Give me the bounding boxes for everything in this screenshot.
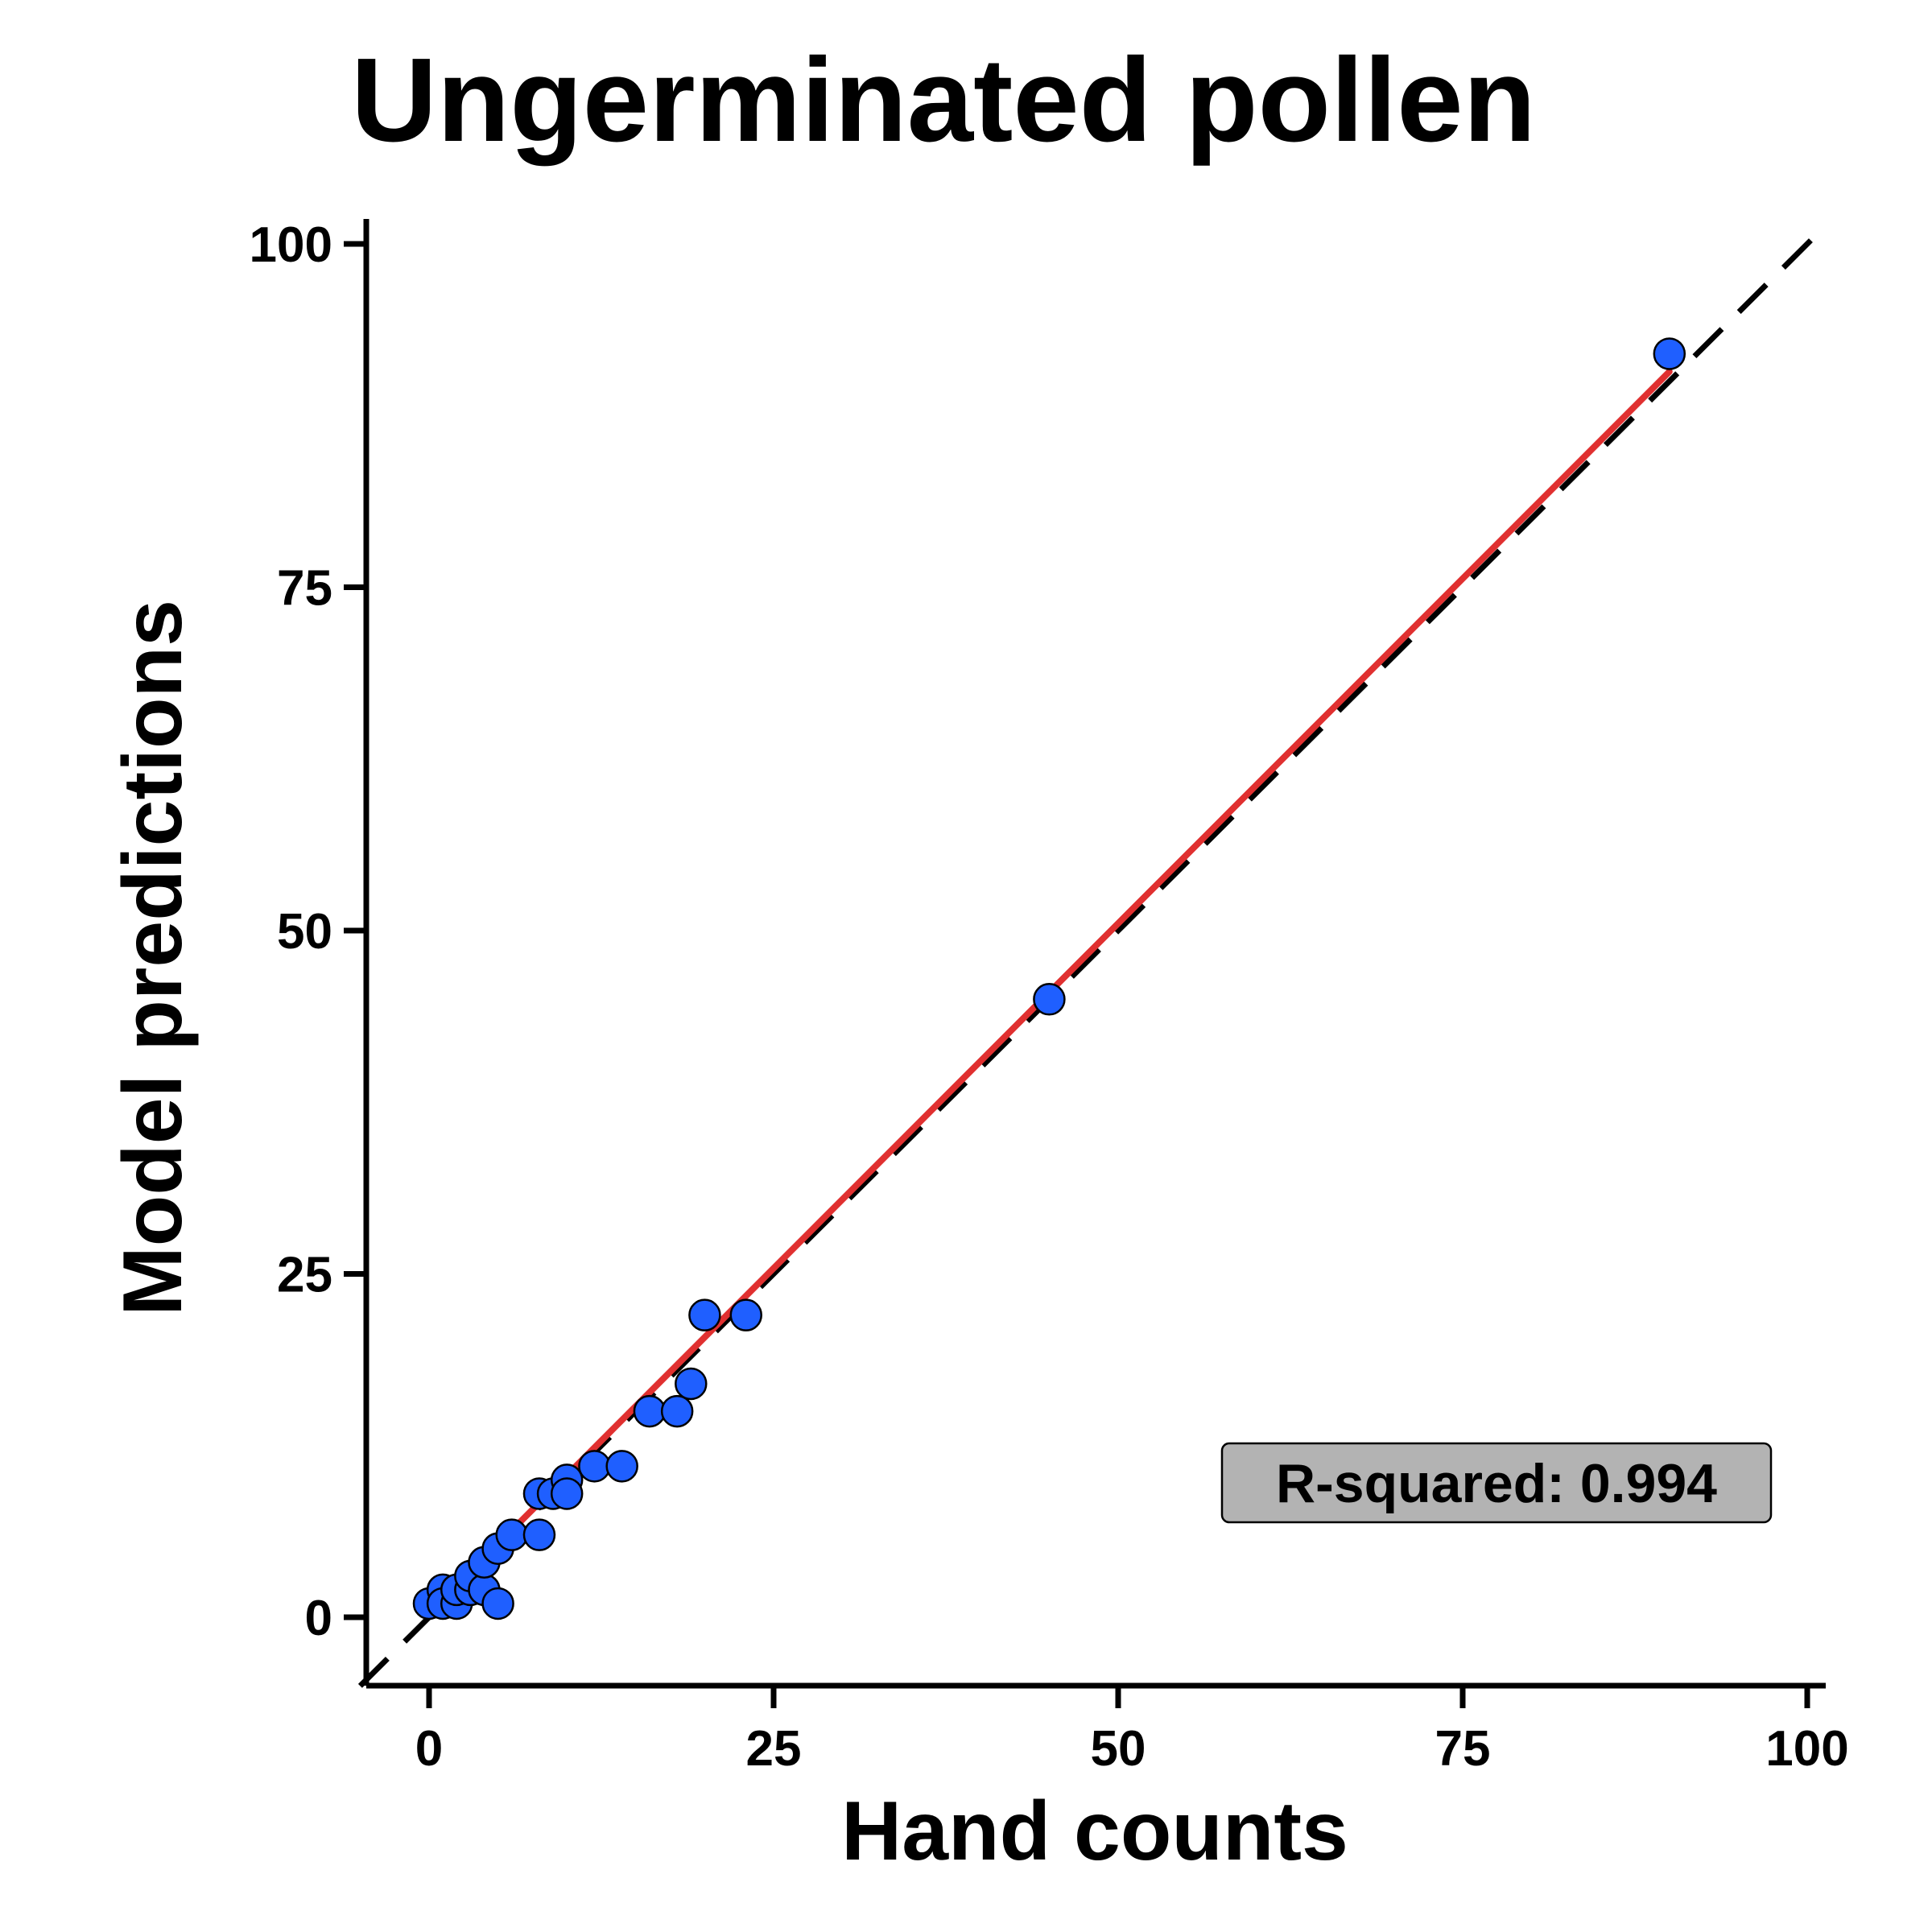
x-tick-label-3: 75	[1435, 1721, 1491, 1777]
r-squared-annotation: R-squared: 0.994	[1220, 1442, 1773, 1524]
annotation-text: R-squared: 0.994	[1276, 1453, 1717, 1514]
data-point-17	[578, 1450, 611, 1483]
y-tick-label-4: 100	[250, 217, 332, 273]
data-point-22	[688, 1298, 721, 1331]
x-tick-label-2: 50	[1091, 1721, 1146, 1777]
axes	[363, 219, 1826, 1689]
data-point-19	[633, 1394, 667, 1428]
data-point-12	[522, 1518, 556, 1551]
x-tick-label-4: 100	[1765, 1721, 1848, 1777]
y-axis-ticks: 0 25 50 75 100	[250, 217, 366, 1646]
data-point-20	[660, 1394, 694, 1428]
identity-line	[357, 228, 1823, 1688]
identity-line-layer	[357, 228, 1823, 1688]
x-tick-label-0: 0	[415, 1721, 443, 1777]
data-point-21	[675, 1367, 708, 1401]
data-point-18	[605, 1450, 638, 1483]
y-axis-label: Model predictions	[106, 600, 200, 1316]
data-point-23	[729, 1298, 763, 1331]
y-tick-label-2: 50	[277, 904, 332, 960]
data-point-11	[495, 1518, 528, 1551]
data-point-16	[550, 1477, 584, 1510]
annotation-box	[1220, 1442, 1773, 1524]
y-tick-label-0: 0	[305, 1591, 332, 1646]
x-axis-ticks: 0 25 50 75 100	[415, 1686, 1849, 1777]
data-points	[412, 337, 1686, 1620]
data-point-10	[481, 1587, 514, 1620]
y-tick-label-3: 75	[277, 561, 332, 617]
data-point-25	[1653, 337, 1686, 370]
x-axis-label: Hand counts	[841, 1785, 1348, 1878]
y-tick-label-1: 25	[277, 1248, 332, 1303]
x-tick-label-1: 25	[746, 1721, 802, 1777]
data-point-24	[1033, 983, 1066, 1016]
chart-title: Ungerminated pollen	[351, 34, 1536, 167]
